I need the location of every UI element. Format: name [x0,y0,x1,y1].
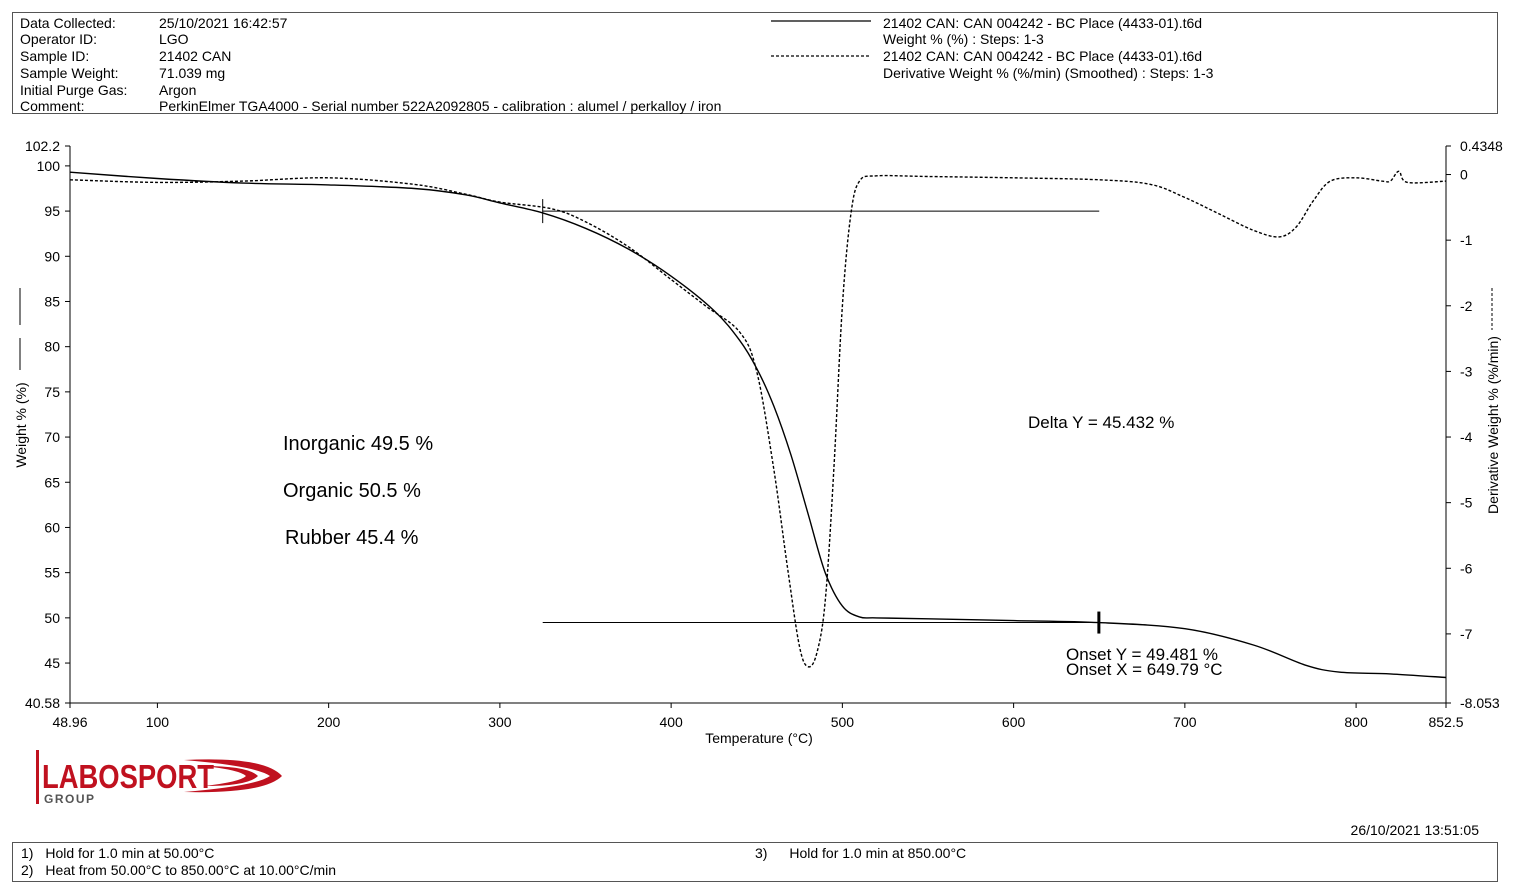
step-text: Hold for 1.0 min at 50.00°C [45,845,215,861]
y-axis-title: Weight % (%) [13,382,29,467]
y2-tick-label: -6 [1460,560,1473,576]
derivative-weight-series [69,170,1447,668]
y-tick-label: 95 [44,203,60,219]
info-value: PerkinElmer TGA4000 - Serial number 522A… [159,98,722,114]
y-tick-label: 45 [44,655,60,671]
inorganic-note: Inorganic 49.5 % [283,433,433,455]
x-tick-label: 400 [659,714,683,730]
legend-weight-line2: Weight % (%) : Steps: 1-3 [883,31,1044,47]
legend-weight-line1: 21402 CAN: CAN 004242 - BC Place (4433-0… [883,15,1203,31]
legend-swatches [771,20,871,57]
delta-y-label: Delta Y = 45.432 % [1028,413,1174,432]
x-tick-label: 48.96 [52,714,87,730]
y2-tick-label: -1 [1460,232,1473,248]
y-tick-label: 75 [44,384,60,400]
series [69,170,1447,679]
y-tick-label: 90 [44,248,60,264]
y-tick-label: 65 [44,474,60,490]
info-label: Sample ID: [20,48,90,64]
y2-tick-label: 0.4348 [1460,138,1503,154]
info-label: Comment: [20,98,85,114]
x-tick-label: 852.5 [1428,714,1463,730]
y-tick-label: 80 [44,339,60,355]
step-text: Hold for 1.0 min at 850.00°C [789,845,967,861]
y2-tick-label: -4 [1460,429,1473,445]
y2-tick-label: -8.053 [1460,695,1500,711]
x-tick-label: 300 [488,714,512,730]
y-tick-label: 50 [44,610,60,626]
y2-tick-label: -5 [1460,495,1473,511]
x-tick-label: 100 [146,714,170,730]
y2-tick-label: -7 [1460,626,1473,642]
logo-swoosh-inner [204,766,258,786]
y-tick-label: 40.58 [25,695,60,711]
x-tick-label: 800 [1344,714,1368,730]
x-tick-label: 500 [831,714,855,730]
y-tick-label: 70 [44,429,60,445]
step-1: 1) Hold for 1.0 min at 50.00°C [21,845,214,861]
y2-tick-label: 0 [1460,167,1468,183]
step-text: Heat from 50.00°C to 850.00°C at 10.00°C… [45,862,337,878]
y-tick-label: 60 [44,519,60,535]
info-value: 25/10/2021 16:42:57 [159,15,288,31]
method-steps-panel: 1) Hold for 1.0 min at 50.00°C 2) Heat f… [12,842,1498,882]
annotations [542,199,1101,634]
y-tick-label: 102.2 [25,138,60,154]
info-value: 21402 CAN [159,48,232,64]
info-value: Argon [159,82,197,98]
info-label: Data Collected: [20,15,116,31]
organic-note: Organic 50.5 % [283,480,421,502]
logo-wordmark: LABOSPORT [42,758,214,795]
info-value: LGO [159,31,189,47]
x-tick-label: 700 [1173,714,1197,730]
logo-group-text: GROUP [44,792,96,806]
axes: 48.96 100 200 300 400 500 600 700 800 852.540.584… [19,138,1503,730]
y-tick-label: 100 [37,158,61,174]
step-number: 3) [755,845,768,861]
header-panel: Data Collected: 25/10/2021 16:42:57 Oper… [12,12,1498,114]
y-tick-label: 55 [44,565,60,581]
step-number: 2) [21,862,34,878]
legend-derivative-line2: Derivative Weight % (%/min) (Smoothed) :… [883,65,1214,81]
y2-tick-label: -2 [1460,298,1473,314]
y-tick-label: 85 [44,293,60,309]
x-axis-title: Temperature (°C) [705,730,813,746]
info-value: 71.039 mg [159,65,226,81]
onset-y-label: Onset Y = 49.481 % [1066,645,1218,664]
weight-series [69,171,1447,679]
step-number: 1) [21,845,34,861]
x-tick-label: 200 [317,714,341,730]
rubber-note: Rubber 45.4 % [285,527,419,549]
info-label: Sample Weight: [20,65,119,81]
info-label: Initial Purge Gas: [20,82,128,98]
x-tick-label: 600 [1002,714,1026,730]
legend-derivative-line1: 21402 CAN: CAN 004242 - BC Place (4433-0… [883,48,1203,64]
logo-bar [36,750,39,804]
labosport-logo: LABOSPORT GROUP [36,750,282,806]
onset-x-label: Onset X = 649.79 °C [1066,660,1223,679]
y2-axis-title: Derivative Weight % (%/min) [1485,336,1501,514]
y2-tick-label: -3 [1460,363,1473,379]
print-timestamp: 26/10/2021 13:51:05 [1350,822,1479,838]
step-2: 2) Heat from 50.00°C to 850.00°C at 10.0… [21,862,336,878]
info-label: Operator ID: [20,31,98,47]
step-3: 3) Hold for 1.0 min at 850.00°C [755,845,966,861]
logo-swoosh-outer [184,759,282,793]
